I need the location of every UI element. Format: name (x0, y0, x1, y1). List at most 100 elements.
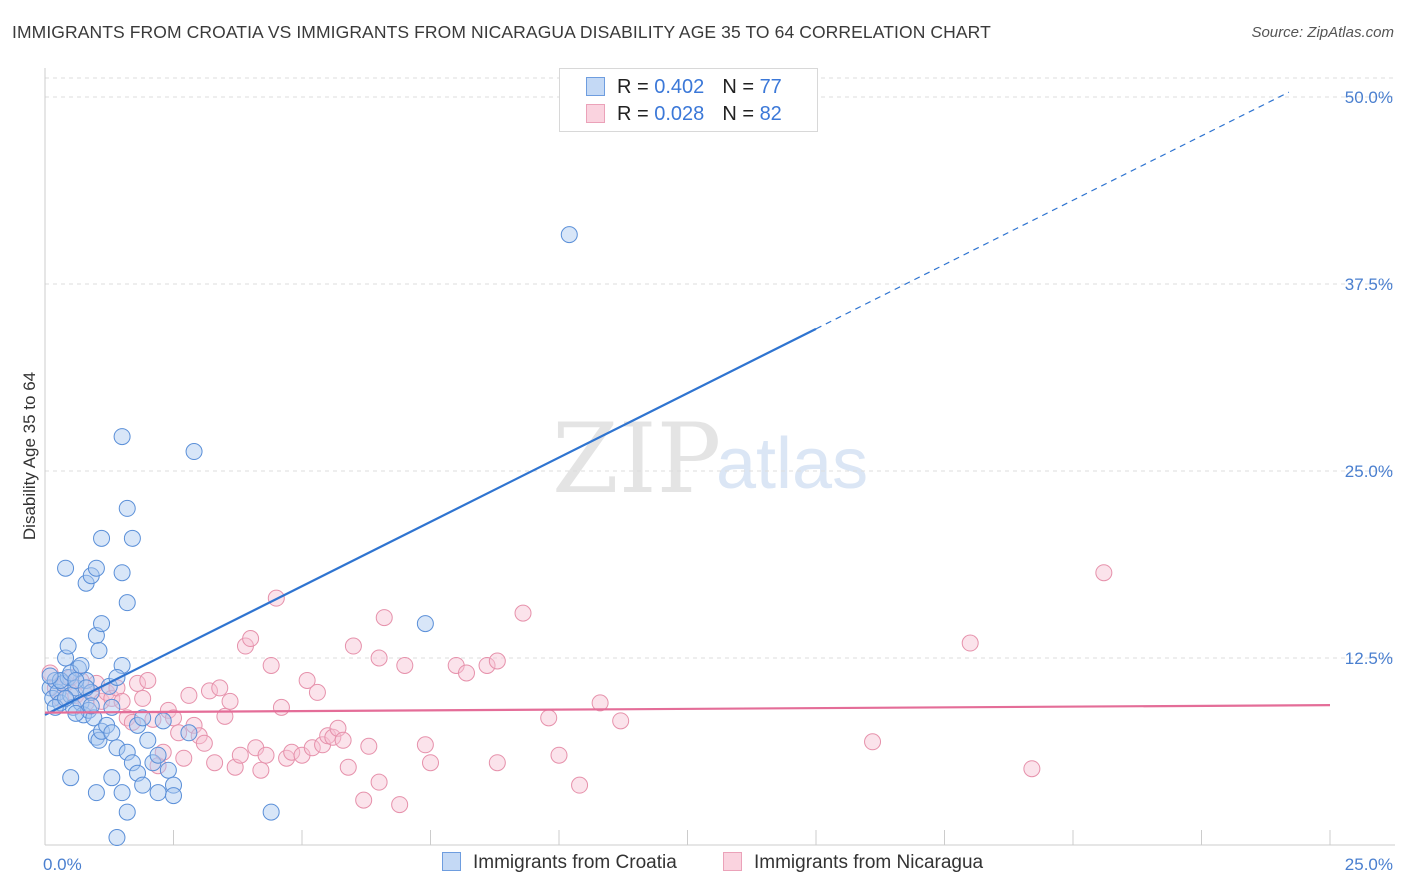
nicaragua-point (134, 689, 152, 707)
nicaragua-point (206, 754, 224, 772)
croatia-point (165, 787, 182, 805)
croatia-trend-extension (815, 91, 1290, 330)
nicaragua-point (540, 709, 558, 727)
nicaragua-point (165, 709, 182, 727)
nicaragua-point (339, 758, 357, 776)
nicaragua-trend-line (44, 704, 1331, 714)
croatia-point (90, 642, 108, 660)
croatia-point (118, 499, 136, 517)
gridlines (45, 77, 1395, 659)
croatia-point (87, 559, 105, 577)
nicaragua-point (612, 712, 630, 730)
croatia-point (93, 529, 111, 547)
nicaragua-point (154, 743, 172, 761)
nicaragua-point (391, 796, 409, 814)
legend-item-nicaragua: Immigrants from Nicaragua (723, 852, 983, 878)
nicaragua-point (422, 754, 439, 772)
croatia-point (118, 594, 136, 612)
nicaragua-point (123, 713, 141, 731)
nicaragua-point (129, 674, 147, 692)
x-tick-label-1: 25.0% (1345, 855, 1393, 874)
croatia-point (113, 784, 131, 802)
nicaragua-point (370, 649, 388, 667)
nicaragua-point (478, 656, 496, 674)
nicaragua-point (864, 733, 882, 751)
croatia-point (113, 428, 131, 446)
y-tick-label-1: 25.0% (1345, 462, 1393, 481)
croatia-point (180, 724, 198, 742)
croatia-point (139, 731, 157, 749)
croatia-point (185, 443, 203, 461)
croatia-point (123, 754, 141, 772)
nicaragua-point (591, 694, 609, 712)
croatia-point (93, 615, 111, 633)
y-tick-label-0: 12.5% (1345, 649, 1393, 668)
legend-croatia-swatch (442, 852, 461, 871)
nicaragua-point (344, 637, 362, 655)
nicaragua-point (488, 652, 506, 670)
watermark-atlas: atlas (716, 424, 868, 504)
y-tick-label-2: 37.5% (1345, 275, 1393, 294)
croatia-point (87, 784, 105, 802)
nicaragua-point (180, 686, 198, 704)
croatia-point (118, 743, 136, 761)
nicaragua-swatch (586, 104, 605, 123)
trend-lines (44, 91, 1331, 716)
nicaragua-point (231, 746, 249, 764)
nicaragua-point (416, 736, 434, 754)
nicaragua-point (370, 773, 388, 791)
croatia-point (82, 697, 100, 715)
y-axis-label: Disability Age 35 to 64 (20, 372, 39, 540)
nicaragua-point (221, 692, 239, 710)
croatia-points (41, 226, 578, 847)
watermark: ZIP atlas (552, 403, 868, 515)
nicaragua-point (355, 791, 373, 809)
croatia-point (103, 769, 121, 787)
croatia-point (159, 761, 177, 779)
nicaragua-r-label: R = (617, 103, 655, 125)
croatia-point (62, 769, 80, 787)
nicaragua-point (324, 728, 342, 746)
croatia-point (416, 615, 434, 633)
croatia-point (57, 559, 75, 577)
nicaragua-point (457, 664, 475, 682)
nicaragua-point (360, 737, 378, 755)
nicaragua-point (257, 746, 275, 764)
source-credit: Source: ZipAtlas.com (1251, 24, 1394, 41)
croatia-point (262, 803, 280, 821)
croatia-point (41, 667, 59, 685)
legend-item-croatia: Immigrants from Croatia (442, 852, 677, 878)
nicaragua-point (262, 656, 280, 674)
nicaragua-point (252, 761, 270, 779)
y-tick-labels: 12.5% 25.0% 37.5% 50.0% (1345, 88, 1393, 668)
nicaragua-point (195, 734, 213, 752)
nicaragua-point (139, 671, 157, 689)
nicaragua-point (113, 692, 131, 710)
croatia-r-label: R = (617, 76, 655, 98)
nicaragua-point (571, 776, 589, 794)
nicaragua-point (242, 630, 260, 648)
nicaragua-point (298, 671, 316, 689)
axes (44, 68, 1395, 846)
croatia-point (154, 712, 172, 730)
croatia-point (560, 226, 578, 244)
legend-row-nicaragua: R = 0.028 N = 82 (586, 103, 782, 125)
croatia-point (134, 776, 152, 794)
nicaragua-point (283, 743, 301, 761)
y-tick-label-3: 50.0% (1345, 88, 1393, 107)
croatia-point (108, 739, 126, 757)
croatia-n-label: N = (722, 76, 760, 98)
nicaragua-n-label: N = (722, 103, 760, 125)
croatia-point (108, 668, 126, 686)
croatia-point (123, 529, 141, 547)
x-tick-labels: 0.0% 25.0% (43, 855, 1393, 874)
croatia-point (108, 829, 126, 847)
nicaragua-n-value: 82 (759, 103, 782, 125)
nicaragua-points (41, 564, 1113, 814)
croatia-swatch (586, 77, 605, 96)
legend-nicaragua-label: Immigrants from Nicaragua (754, 852, 984, 873)
nicaragua-point (170, 724, 188, 742)
croatia-point (113, 564, 131, 582)
croatia-n-value: 77 (759, 76, 782, 98)
